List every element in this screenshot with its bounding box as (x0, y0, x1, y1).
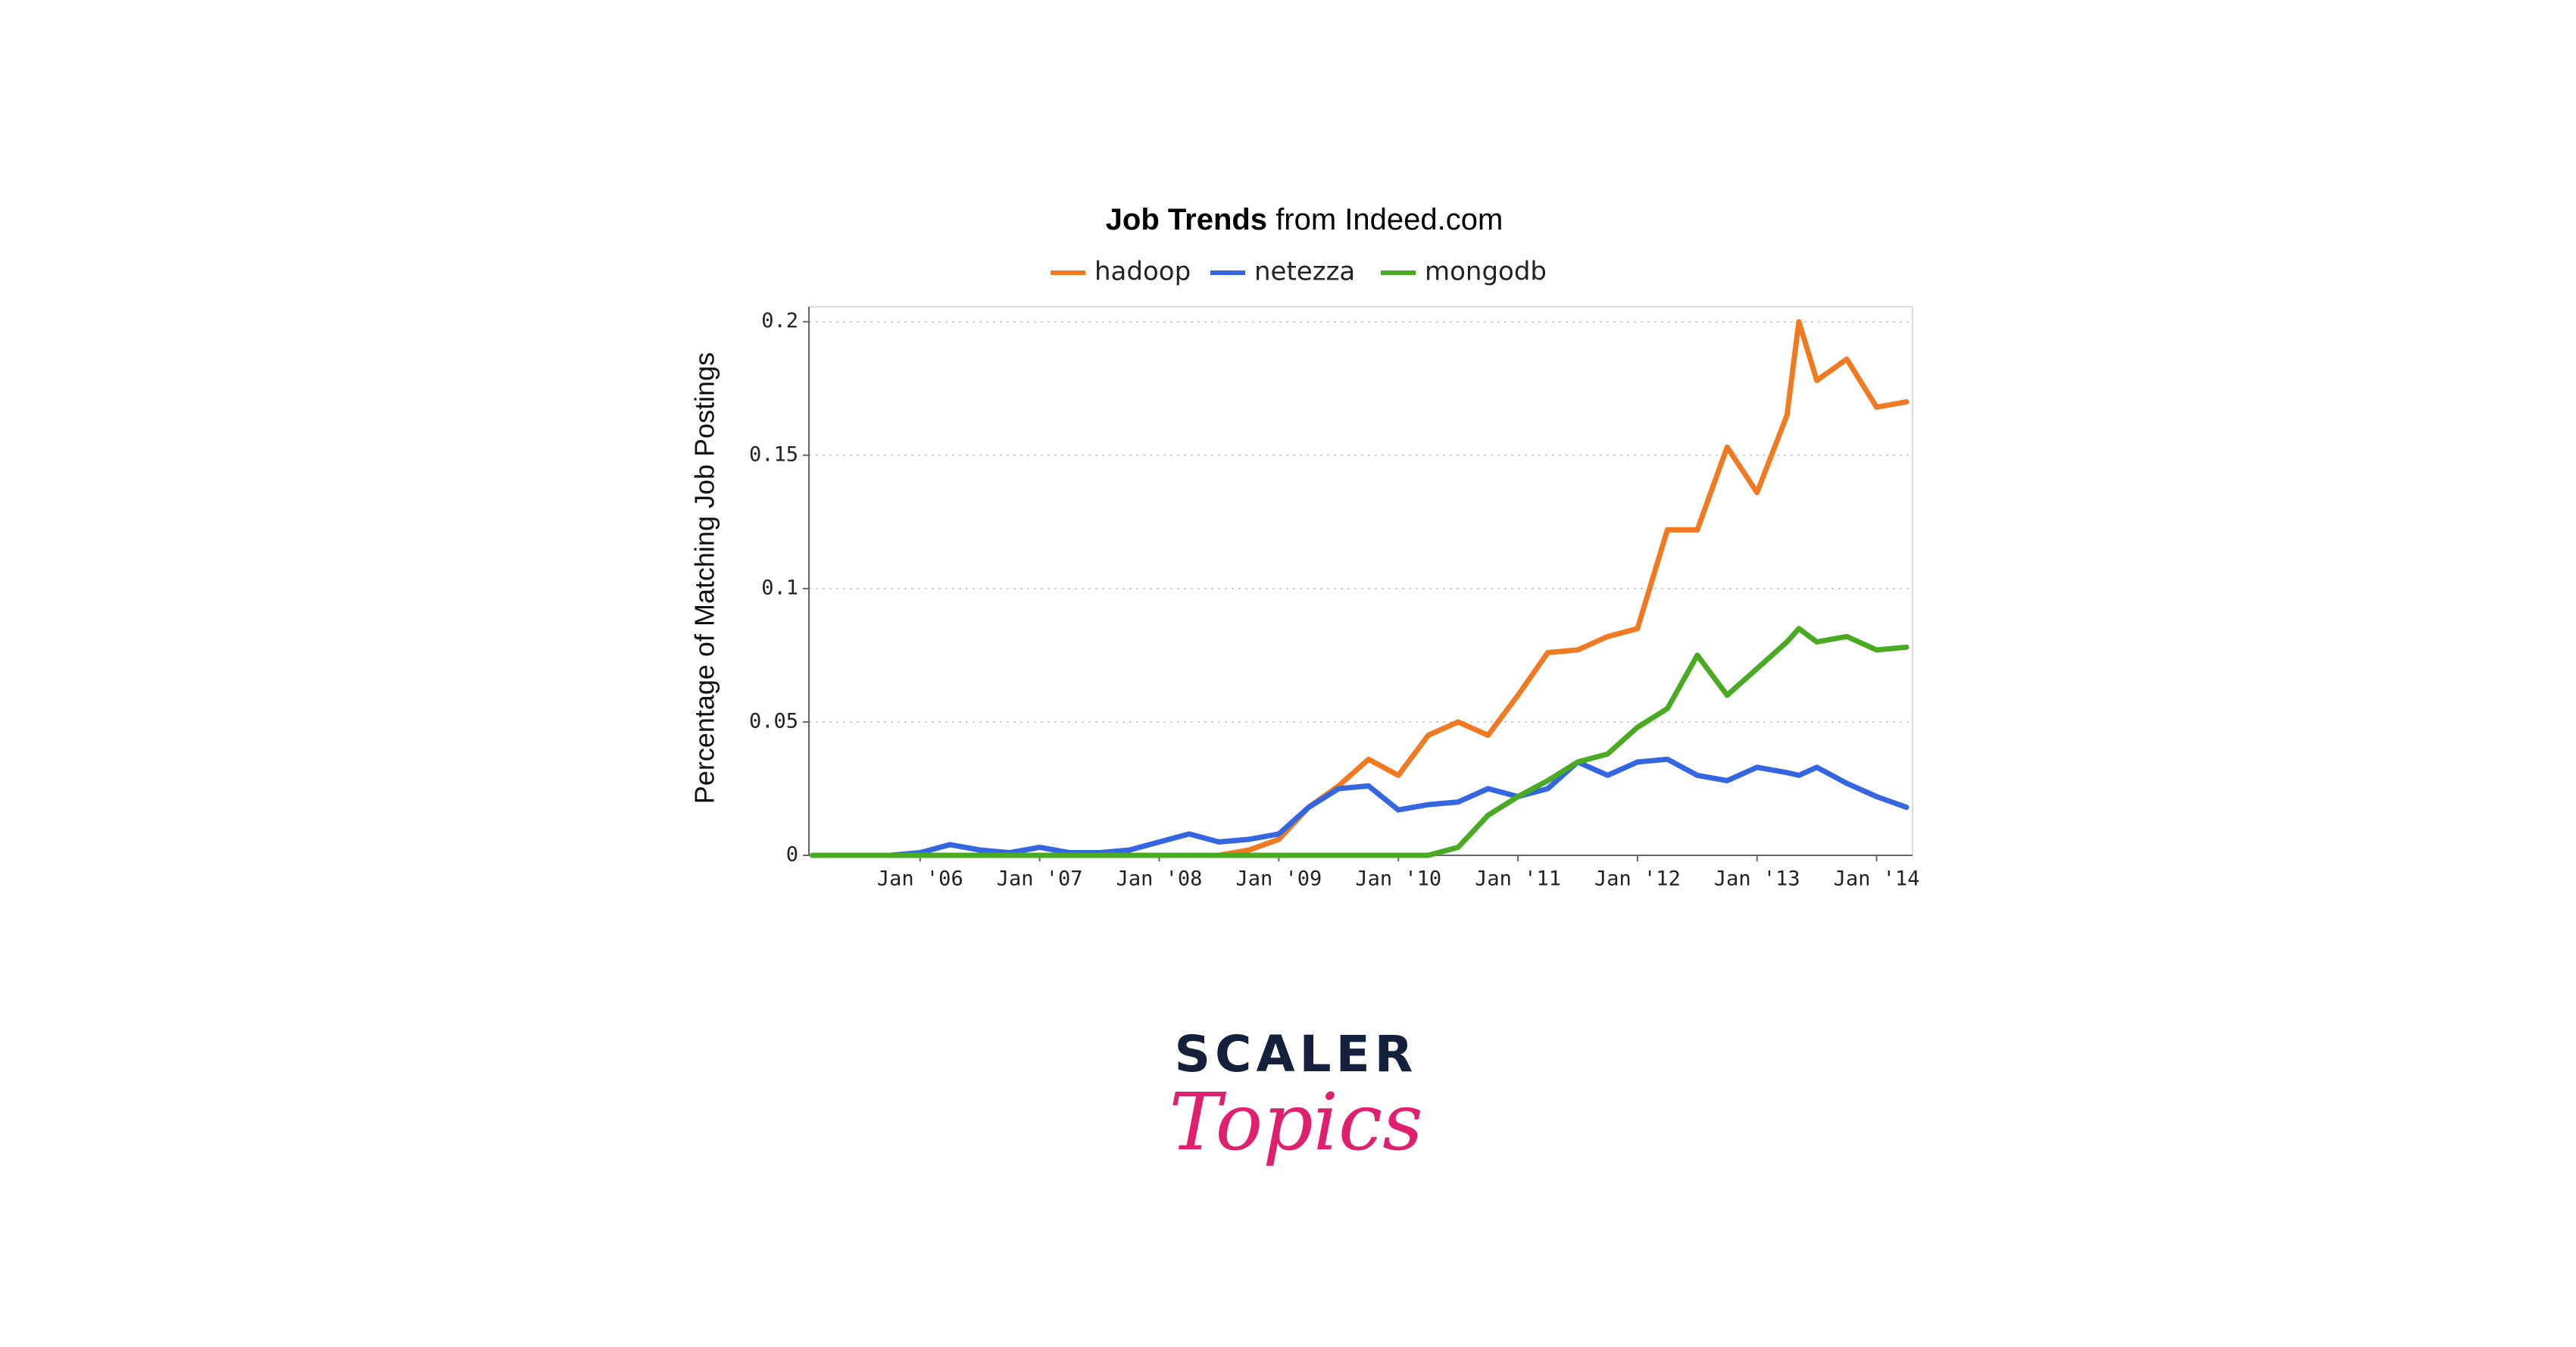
x-tick-label: Jan '14 (1834, 867, 1920, 891)
logo-topics: Topics (1169, 1076, 1422, 1168)
x-tick-label: Jan '10 (1355, 867, 1441, 891)
y-tick-label: 0.05 (749, 709, 798, 733)
x-tick-label: Jan '12 (1594, 867, 1681, 891)
x-tick-label: Jan '11 (1475, 867, 1561, 891)
x-tick-label: Jan '13 (1714, 867, 1800, 891)
x-tick-label: Jan '07 (997, 867, 1083, 891)
legend-label: mongodb (1425, 257, 1547, 287)
lines (810, 319, 1909, 858)
series-line (810, 756, 1909, 858)
y-tick-label: 0 (786, 843, 798, 867)
title-suffix: from Indeed.com (1276, 203, 1503, 236)
grid: 0 0.05 0.1 0.15 0.2 Jan '06 Jan '07 Jan '08 Jan … (749, 307, 1920, 891)
legend-label: hadoop (1094, 257, 1191, 287)
chart-title: Job Trends from Indeed.com (1106, 203, 1503, 236)
series-line (810, 626, 1909, 858)
x-tick-label: Jan '09 (1235, 867, 1322, 891)
x-tick-label: Jan '06 (877, 867, 963, 891)
y-axis-label: Percentage of Matching Job Postings (689, 352, 720, 804)
y-tick-label: 0.15 (749, 442, 798, 466)
logo-scaler: SCALER (1174, 1025, 1417, 1083)
x-tick-label: Jan '08 (1116, 867, 1203, 891)
legend-label: netezza (1254, 257, 1355, 287)
y-tick-label: 0.2 (761, 309, 798, 333)
title-main: Job Trends (1106, 203, 1267, 236)
legend: hadoop netezza mongodb (1051, 257, 1547, 287)
y-tick-label: 0.1 (761, 576, 798, 599)
